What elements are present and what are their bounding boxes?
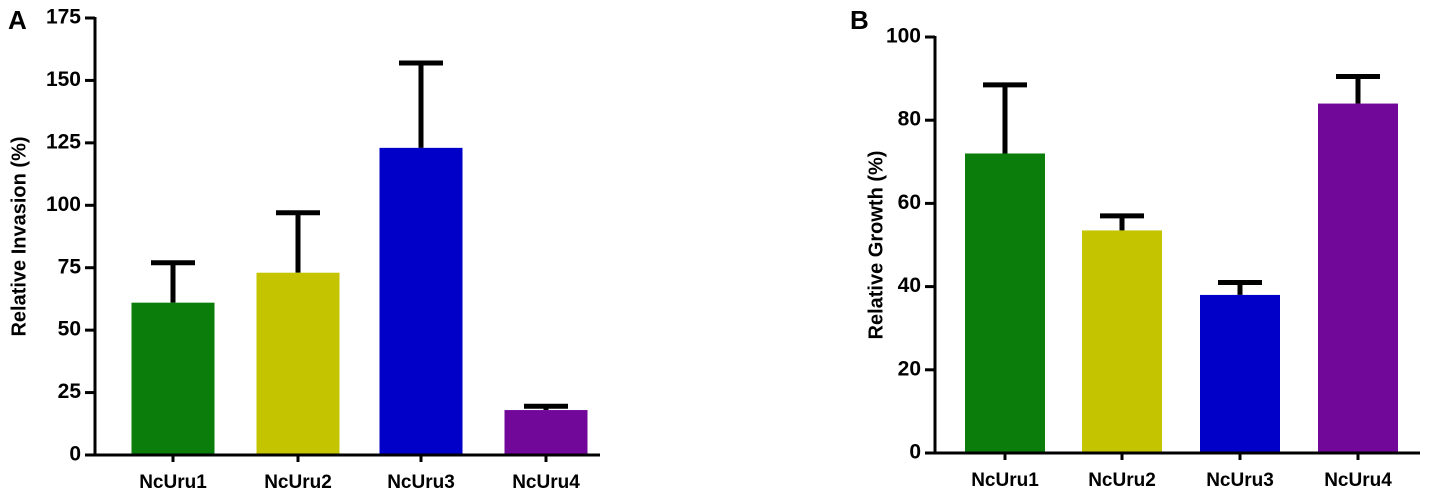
y-tick-label: 20	[898, 357, 921, 380]
x-tick-label: NcUru2	[1088, 470, 1156, 491]
y-tick-label: 100	[886, 25, 921, 48]
y-tick-label: 50	[58, 318, 81, 341]
x-tick-label: NcUru4	[1324, 470, 1392, 491]
bar	[965, 153, 1045, 454]
x-tick-label: NcUru3	[1206, 470, 1274, 491]
y-axis-label: Relative Growth (%)	[865, 151, 887, 340]
y-tick-label: 75	[58, 255, 82, 278]
y-tick-label: 0	[69, 443, 81, 466]
panel-label: B	[850, 5, 869, 35]
x-tick-label: NcUru4	[512, 472, 580, 493]
y-tick-label: 175	[46, 6, 81, 29]
panel-label: A	[8, 5, 27, 35]
y-tick-label: 150	[46, 68, 81, 91]
bar	[256, 272, 340, 455]
bar	[1082, 230, 1162, 453]
y-tick-label: 125	[46, 130, 81, 153]
y-axis-label: Relative Invasion (%)	[8, 136, 30, 336]
x-tick-label: NcUru2	[264, 472, 332, 493]
x-tick-label: NcUru1	[139, 472, 207, 493]
bar	[1200, 294, 1280, 453]
y-tick-label: 0	[909, 441, 921, 464]
y-tick-label: 80	[898, 108, 921, 131]
y-tick-label: 40	[898, 274, 921, 297]
bar	[131, 302, 215, 455]
bar	[379, 147, 463, 455]
y-tick-label: 100	[46, 193, 81, 216]
y-tick-label: 60	[898, 191, 921, 214]
bar	[1318, 103, 1398, 453]
x-tick-label: NcUru1	[971, 470, 1039, 491]
y-tick-label: 25	[58, 380, 82, 403]
x-tick-label: NcUru3	[387, 472, 455, 493]
bar	[504, 410, 588, 455]
